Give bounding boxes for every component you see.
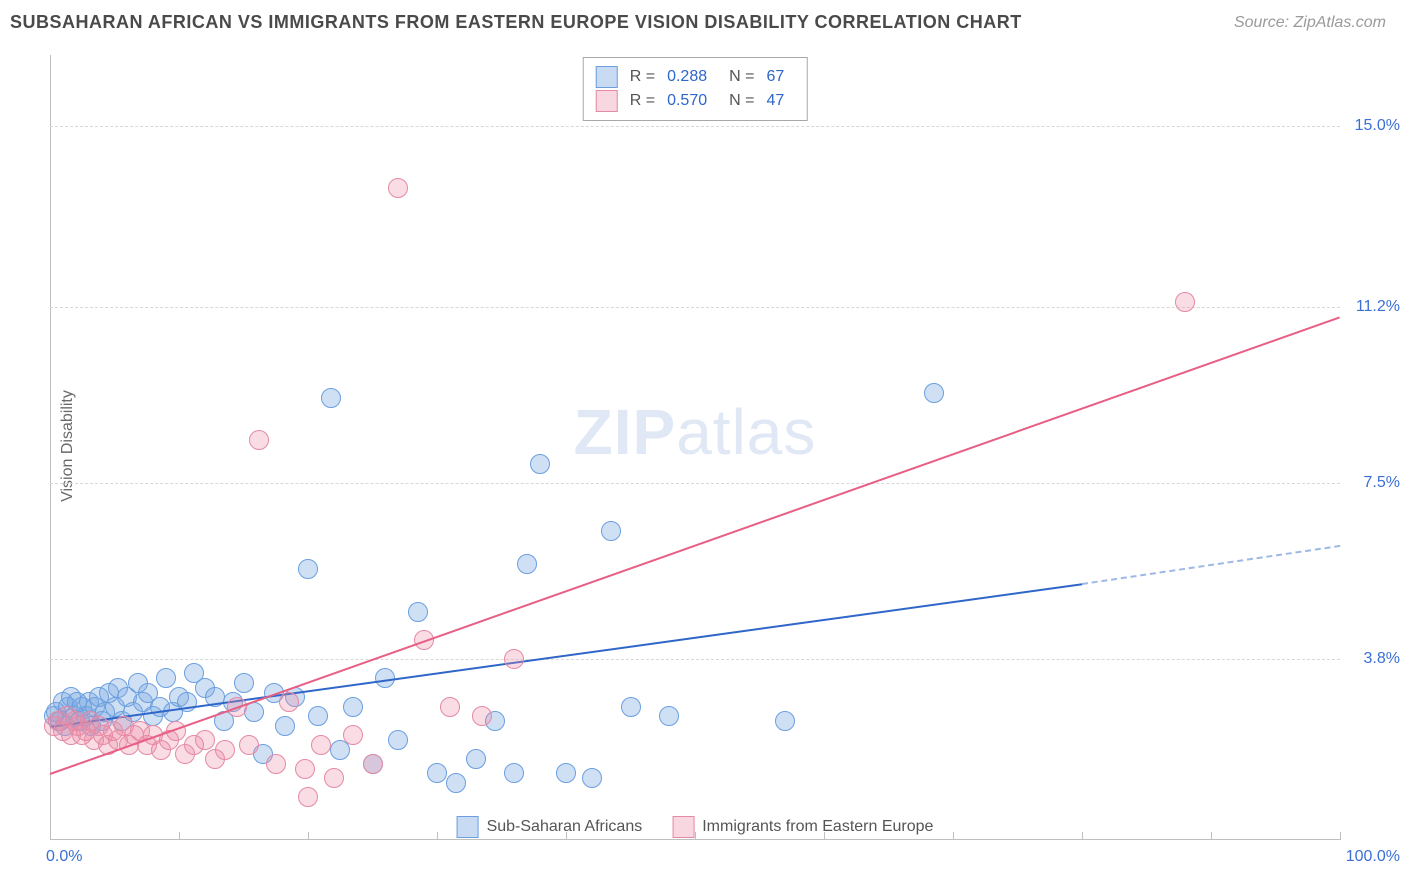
scatter-point xyxy=(601,521,621,541)
x-tick-mark xyxy=(953,832,954,840)
x-tick-mark xyxy=(437,832,438,840)
scatter-point xyxy=(1175,292,1195,312)
x-tick-mark xyxy=(179,832,180,840)
watermark-text: ZIPatlas xyxy=(574,395,817,469)
x-tick-mark xyxy=(308,832,309,840)
legend-stat-row: R = 0.570 N = 47 xyxy=(596,90,795,112)
r-label: R = xyxy=(630,92,655,110)
scatter-point xyxy=(249,430,269,450)
scatter-point xyxy=(446,773,466,793)
gridline xyxy=(50,483,1340,484)
scatter-point xyxy=(556,763,576,783)
x-tick-mark xyxy=(1340,832,1341,840)
x-tick-mark xyxy=(50,832,51,840)
x-tick-mark xyxy=(824,832,825,840)
y-tick-label: 11.2% xyxy=(1345,298,1400,316)
scatter-point xyxy=(466,749,486,769)
scatter-point xyxy=(363,754,383,774)
r-label: R = xyxy=(630,68,655,86)
r-value: 0.288 xyxy=(667,68,707,86)
scatter-point xyxy=(234,673,254,693)
legend-label: Immigrants from Eastern Europe xyxy=(702,818,933,836)
legend-item: Immigrants from Eastern Europe xyxy=(672,816,933,838)
scatter-point xyxy=(775,711,795,731)
source-attribution: Source: ZipAtlas.com xyxy=(1234,14,1386,32)
scatter-point xyxy=(659,706,679,726)
x-tick-mark xyxy=(566,832,567,840)
scatter-point xyxy=(195,730,215,750)
scatter-point xyxy=(215,740,235,760)
y-tick-label: 7.5% xyxy=(1345,474,1400,492)
scatter-point xyxy=(266,754,286,774)
scatter-point xyxy=(239,735,259,755)
n-label: N = xyxy=(729,68,754,86)
scatter-point xyxy=(408,602,428,622)
legend-item: Sub-Saharan Africans xyxy=(457,816,643,838)
scatter-point xyxy=(321,388,341,408)
scatter-point xyxy=(388,730,408,750)
scatter-point xyxy=(440,697,460,717)
scatter-point xyxy=(472,706,492,726)
scatter-point xyxy=(530,454,550,474)
gridline xyxy=(50,659,1340,660)
legend-swatch xyxy=(596,90,618,112)
trend-line xyxy=(1082,545,1340,585)
y-tick-label: 3.8% xyxy=(1345,650,1400,668)
scatter-point xyxy=(504,763,524,783)
r-value: 0.570 xyxy=(667,92,707,110)
scatter-point xyxy=(343,725,363,745)
legend-swatch xyxy=(457,816,479,838)
scatter-point xyxy=(621,697,641,717)
scatter-point xyxy=(156,668,176,688)
y-tick-label: 15.0% xyxy=(1345,117,1400,135)
scatter-point xyxy=(504,649,524,669)
correlation-legend: R = 0.288 N = 67 R = 0.570 N = 47 xyxy=(583,57,808,121)
scatter-point xyxy=(298,559,318,579)
scatter-point xyxy=(295,759,315,779)
legend-label: Sub-Saharan Africans xyxy=(487,818,643,836)
gridline xyxy=(50,307,1340,308)
scatter-point xyxy=(343,697,363,717)
scatter-point xyxy=(517,554,537,574)
scatter-point xyxy=(582,768,602,788)
x-tick-mark xyxy=(1211,832,1212,840)
x-tick-label: 100.0% xyxy=(1346,848,1400,866)
scatter-point xyxy=(388,178,408,198)
scatter-point xyxy=(279,692,299,712)
n-label: N = xyxy=(729,92,754,110)
trend-line xyxy=(50,583,1082,728)
scatter-point xyxy=(298,787,318,807)
chart-title: SUBSAHARAN AFRICAN VS IMMIGRANTS FROM EA… xyxy=(10,12,1022,33)
scatter-point xyxy=(924,383,944,403)
scatter-point xyxy=(311,735,331,755)
scatter-point xyxy=(275,716,295,736)
x-tick-mark xyxy=(1082,832,1083,840)
scatter-point xyxy=(427,763,447,783)
legend-stat-row: R = 0.288 N = 67 xyxy=(596,66,795,88)
x-tick-label: 0.0% xyxy=(46,848,82,866)
gridline xyxy=(50,126,1340,127)
x-tick-mark xyxy=(695,832,696,840)
trend-line xyxy=(50,317,1341,776)
n-value: 47 xyxy=(766,92,784,110)
scatter-point xyxy=(324,768,344,788)
scatter-point xyxy=(308,706,328,726)
legend-swatch xyxy=(672,816,694,838)
scatter-plot: ZIPatlas R = 0.288 N = 67 R = 0.570 N = 47 Sub-… xyxy=(50,55,1340,840)
legend-swatch xyxy=(596,66,618,88)
n-value: 67 xyxy=(766,68,784,86)
